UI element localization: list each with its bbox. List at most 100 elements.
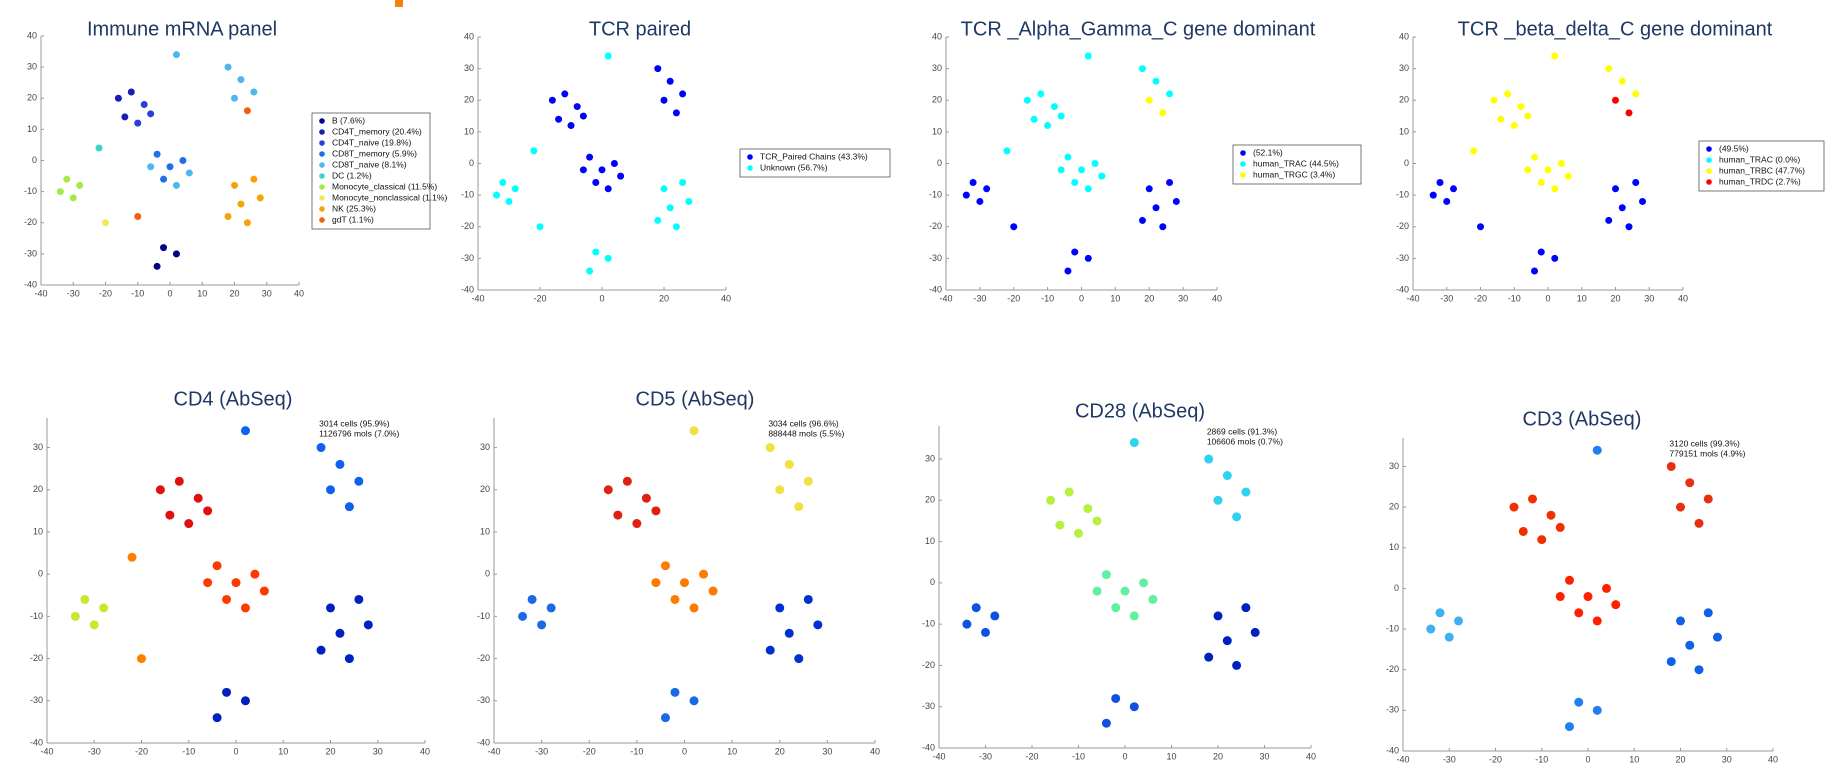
point xyxy=(660,561,670,571)
point xyxy=(1111,603,1121,613)
point xyxy=(555,115,563,123)
point xyxy=(976,197,984,205)
point xyxy=(203,506,213,516)
x-tick-label: -20 xyxy=(1025,751,1038,761)
point xyxy=(1524,166,1532,174)
y-tick-label: 10 xyxy=(480,526,490,536)
x-tick-label: -10 xyxy=(182,746,195,756)
point xyxy=(1618,204,1626,212)
y-tick-label: 10 xyxy=(464,126,474,136)
y-tick-label: 0 xyxy=(469,158,474,168)
point xyxy=(962,619,972,629)
legend-marker xyxy=(319,184,325,190)
y-tick-label: -20 xyxy=(929,221,942,231)
point xyxy=(121,113,129,121)
legend-marker xyxy=(319,195,325,201)
chart-title: TCR paired xyxy=(589,18,691,40)
point xyxy=(1092,516,1102,526)
y-tick-label: 10 xyxy=(33,526,43,536)
y-tick-label: -10 xyxy=(30,611,43,621)
x-tick-label: 40 xyxy=(1768,754,1778,763)
y-tick-label: -40 xyxy=(477,737,490,747)
y-tick-label: -10 xyxy=(1386,623,1399,633)
y-tick-label: -20 xyxy=(477,653,490,663)
y-tick-label: -40 xyxy=(24,279,37,289)
point xyxy=(1152,77,1160,85)
x-tick-label: -20 xyxy=(583,746,596,756)
point xyxy=(962,191,970,199)
x-tick-label: -40 xyxy=(487,746,500,756)
point xyxy=(1555,592,1565,602)
point xyxy=(1044,122,1052,130)
y-tick-label: -10 xyxy=(24,186,37,196)
point xyxy=(1129,702,1139,712)
point xyxy=(699,569,709,579)
point xyxy=(1546,510,1556,520)
point xyxy=(1138,65,1146,73)
x-tick-label: 20 xyxy=(325,746,335,756)
point xyxy=(1685,640,1695,650)
point xyxy=(1111,693,1121,703)
point xyxy=(1010,223,1018,231)
x-tick-label: -30 xyxy=(979,751,992,761)
x-tick-label: -30 xyxy=(88,746,101,756)
point xyxy=(660,96,668,104)
point xyxy=(1152,204,1160,212)
point xyxy=(224,213,232,221)
point xyxy=(1426,624,1436,634)
point xyxy=(140,100,148,108)
legend-marker xyxy=(319,129,325,135)
point xyxy=(990,611,1000,621)
y-tick-label: 0 xyxy=(937,158,942,168)
point xyxy=(499,178,507,186)
point xyxy=(1713,632,1722,642)
point xyxy=(1101,570,1111,580)
point xyxy=(1091,160,1099,167)
point xyxy=(689,603,699,613)
point xyxy=(1071,248,1079,256)
y-tick-label: -40 xyxy=(461,284,474,294)
y-tick-label: 0 xyxy=(38,569,43,579)
point xyxy=(56,188,64,196)
legend-label: human_TRBC (47.7%) xyxy=(1719,165,1805,175)
x-tick-label: -30 xyxy=(1443,754,1456,763)
point xyxy=(592,248,600,256)
point xyxy=(222,687,232,697)
y-tick-label: 30 xyxy=(464,63,474,73)
point xyxy=(1537,535,1547,545)
point xyxy=(1436,178,1444,186)
y-tick-label: 10 xyxy=(1399,126,1409,136)
point xyxy=(153,150,161,158)
point xyxy=(1057,112,1065,120)
y-tick-label: 40 xyxy=(932,31,942,41)
x-tick-label: 20 xyxy=(1675,754,1685,763)
point xyxy=(1084,185,1092,193)
point xyxy=(172,181,180,189)
point xyxy=(1477,223,1484,231)
x-tick-label: 20 xyxy=(659,293,669,303)
x-tick-label: 30 xyxy=(1644,293,1654,303)
y-tick-label: 40 xyxy=(27,30,37,40)
point xyxy=(1443,197,1451,205)
point xyxy=(1531,267,1538,275)
y-tick-label: 30 xyxy=(925,453,935,463)
legend-box xyxy=(739,148,891,178)
point xyxy=(95,144,103,152)
point xyxy=(1138,216,1146,224)
point xyxy=(240,426,250,436)
point xyxy=(1450,185,1457,193)
point xyxy=(689,696,699,706)
point xyxy=(1703,608,1713,618)
point xyxy=(1558,160,1565,167)
y-tick-label: -40 xyxy=(1396,284,1409,294)
point xyxy=(530,147,538,155)
point xyxy=(666,204,674,212)
point xyxy=(672,109,680,117)
point xyxy=(679,178,687,186)
point xyxy=(1632,178,1640,186)
point xyxy=(603,485,613,495)
point xyxy=(586,267,594,275)
point xyxy=(1564,172,1572,180)
legend-marker xyxy=(1706,157,1712,163)
point xyxy=(511,185,519,193)
